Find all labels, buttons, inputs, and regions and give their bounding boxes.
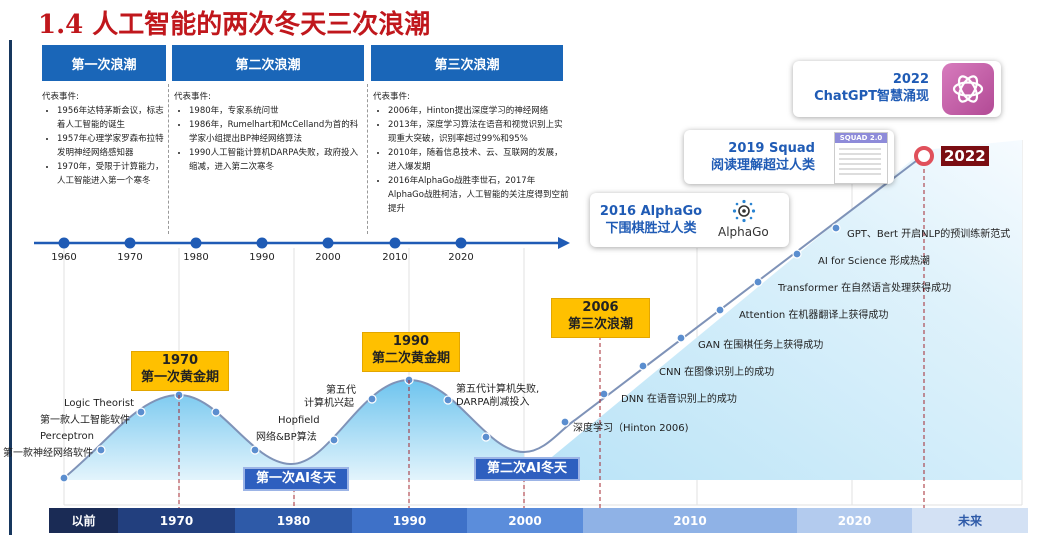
timeline-arrow [558, 237, 570, 249]
event-item: 2006年，Hinton提出深度学习的神经网络 [388, 104, 569, 118]
event-item: 1980年，专家系统问世 [189, 104, 364, 118]
year-2022-label: 2022 [941, 146, 989, 166]
curve-dots [59, 223, 841, 483]
gan-label: GAN 在围棋任务上获得成功 [698, 340, 824, 351]
era-segment: 1980 [235, 508, 352, 533]
event-item: 2013年，深度学习算法在语音和视觉识别上实现重大突破，识别率超过99%和95% [388, 118, 569, 146]
era-segment: 未来 [912, 508, 1028, 533]
gpt-bert-label: GPT、Bert 开启NLP的预训练新范式 [847, 229, 1011, 240]
era-segment: 2020 [797, 508, 912, 533]
fifth-gen-desc: 计算机兴起 [304, 398, 354, 409]
events-heading: 代表事件: [174, 92, 211, 102]
era-segment: 2000 [467, 508, 583, 533]
golden-period-2: 1990 第二次黄金期 [362, 332, 460, 372]
third-wave-box: 2006 第三次浪潮 [551, 298, 650, 338]
event-item: 1970年，受限于计算能力，人工智能进入第一个寒冬 [57, 160, 164, 188]
wave-1-events: 代表事件: 1956年达特茅斯会议，标志着人工智能的诞生 1957年心理学家罗森… [42, 90, 164, 188]
chatgpt-logo-icon [942, 63, 994, 115]
page-title: 1.4 人工智能的两次冬天三次浪潮 [38, 10, 431, 40]
event-item: 1957年心理学家罗森布拉特发明神经网络感知器 [57, 132, 164, 160]
wave-3-events: 代表事件: 2006年，Hinton提出深度学习的神经网络 2013年，深度学习… [373, 90, 569, 216]
squad-desc: 阅读理解超过人类 [710, 158, 815, 173]
alphago-logo-text: AlphaGo [718, 225, 769, 239]
dashed-drops [178, 162, 925, 508]
fifth-gen-fail-label: 第五代计算机失败, [456, 384, 540, 395]
squad-year: 2019 Squad [728, 141, 815, 156]
era-segment: 1990 [352, 508, 467, 533]
winter-2-label: 第二次AI冬天 [474, 457, 580, 481]
era-segment: 1970 [118, 508, 235, 533]
event-item: 1990人工智能计算机DARPA失败，政府投入缩减，进入第二次寒冬 [189, 146, 364, 174]
golden-year: 1970 [161, 353, 199, 368]
left-accent-bar [9, 40, 12, 535]
timeline-dots [58, 237, 467, 249]
third-wave-area [524, 140, 1022, 480]
event-item: 1956年达特茅斯会议，标志着人工智能的诞生 [57, 104, 164, 132]
timeline-year: 2010 [382, 252, 408, 263]
timeline-year: 1980 [183, 252, 209, 263]
alphago-logo-icon [732, 199, 756, 223]
event-item: 1986年，Rumelhart和McCelland为首的科学家小组提出BP神经网… [189, 118, 364, 146]
marker-2022 [914, 146, 934, 166]
events-heading: 代表事件: [373, 92, 410, 102]
attention-label: Attention 在机器翻译上获得成功 [739, 310, 889, 321]
timeline-year: 1970 [117, 252, 143, 263]
ai-for-science-label: AI for Science 形成热潮 [818, 256, 930, 267]
alphago-year: 2016 AlphaGo [599, 204, 703, 219]
deep-learning-label: 深度学习（Hinton 2006) [573, 423, 689, 434]
event-item: 2010年，随着信息技术、云、互联网的发展，进入爆发期 [388, 146, 569, 174]
perceptron-label: Perceptron [40, 431, 94, 442]
events-heading: 代表事件: [42, 92, 79, 102]
logic-theorist-label: Logic Theorist [64, 398, 135, 409]
alphago-desc: 下围棋胜过人类 [605, 221, 697, 236]
golden-period-1: 1970 第一次黄金期 [131, 351, 229, 391]
chatgpt-desc: ChatGPT智慧涌现 [814, 89, 929, 104]
winter-1-label: 第一次AI冬天 [243, 467, 349, 491]
alphago-card: 2016 AlphaGo 下围棋胜过人类 AlphaGo [590, 193, 789, 247]
wave-separator [367, 84, 368, 234]
wave-2-header: 第二次浪潮 [172, 45, 364, 81]
dnn-label: DNN 在语音识别上的成功 [621, 394, 737, 405]
squad-leaderboard-icon: SQUAD 2.0 [834, 132, 888, 184]
hopfield-desc: 网络&BP算法 [256, 432, 317, 443]
timeline-year: 2000 [315, 252, 341, 263]
wave-3-header: 第三次浪潮 [371, 45, 563, 81]
era-segment: 以前 [49, 508, 118, 533]
timeline-year: 1990 [249, 252, 275, 263]
logic-theorist-desc: 第一款人工智能软件 [40, 415, 130, 426]
wave-separator [168, 84, 169, 234]
cnn-label: CNN 在图像识别上的成功 [659, 367, 775, 378]
golden-label: 第一次黄金期 [140, 370, 219, 385]
hopfield-label: Hopfield [278, 415, 320, 426]
era-segment: 2010 [583, 508, 797, 533]
timeline-year: 2020 [448, 252, 474, 263]
wave-2-events: 代表事件: 1980年，专家系统问世 1986年，Rumelhart和McCel… [174, 90, 364, 174]
third-year: 2006 [582, 300, 619, 315]
transformer-label: Transformer 在自然语言处理获得成功 [778, 283, 952, 294]
golden-label: 第二次黄金期 [371, 351, 450, 366]
chatgpt-year: 2022 [892, 72, 929, 87]
squad-badge: SQUAD 2.0 [835, 133, 887, 143]
chatgpt-card: 2022 ChatGPT智慧涌现 [793, 61, 1001, 117]
fifth-gen-label: 第五代 [326, 385, 356, 396]
squad-card: 2019 Squad 阅读理解超过人类 SQUAD 2.0 [684, 130, 894, 184]
wave-1-header: 第一次浪潮 [42, 45, 166, 81]
golden-year: 1990 [392, 334, 430, 349]
third-label: 第三次浪潮 [567, 317, 633, 332]
timeline-year: 1960 [51, 252, 77, 263]
darpa-cut-label: DARPA削减投入 [456, 397, 530, 408]
event-item: 2016年AlphaGo战胜李世石，2017年AlphaGo战胜柯洁，人工智能的… [388, 174, 569, 216]
perceptron-desc: 第一款神经网络软件 [3, 448, 93, 459]
